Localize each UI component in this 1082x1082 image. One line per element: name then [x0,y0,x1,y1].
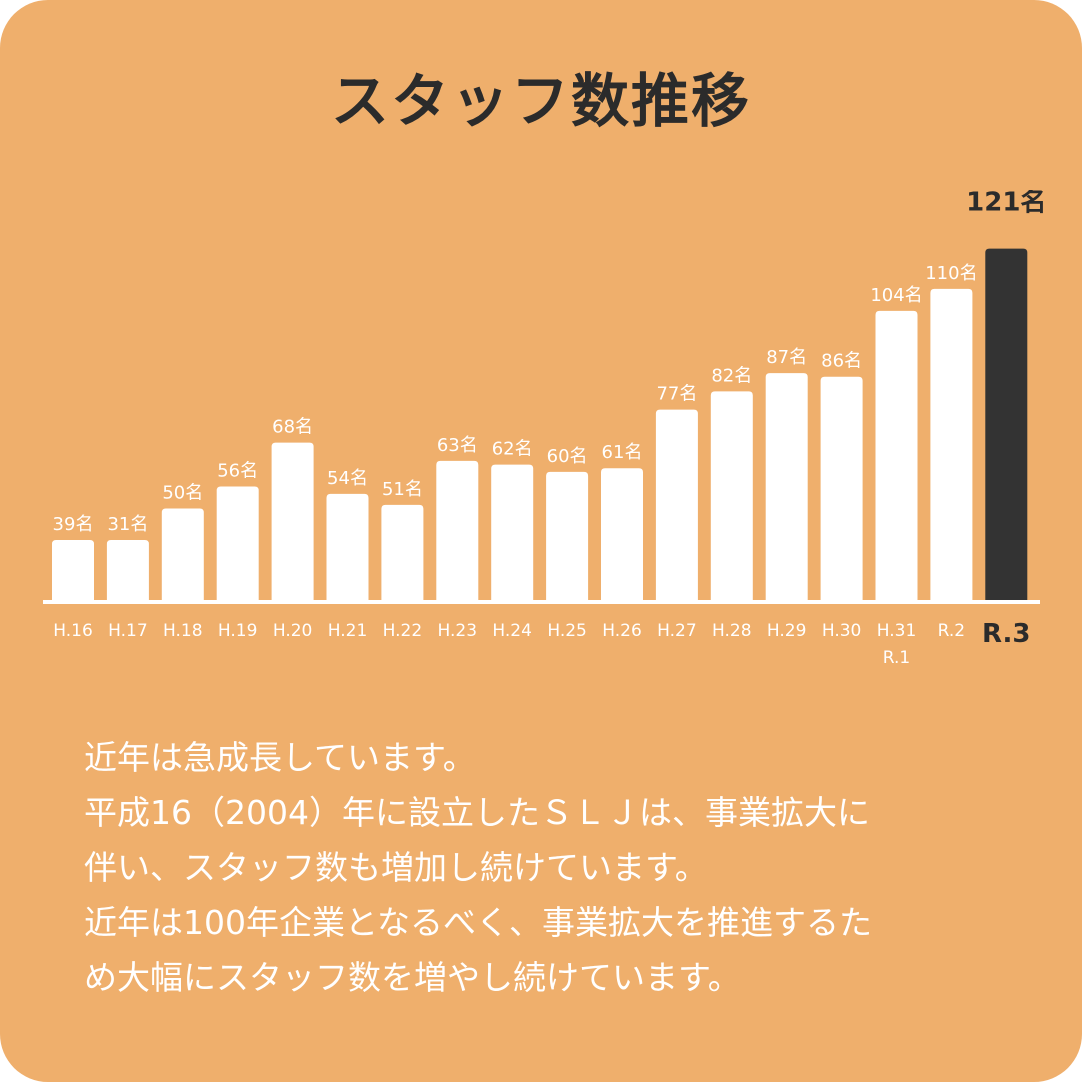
bar-R2 [930,288,973,600]
description-line: 平成16（2004）年に設立したＳＬＪは、事業拡大に [84,793,870,832]
value-label: 56名 [217,461,258,482]
value-label: 61名 [602,442,643,463]
bar-H28 [710,391,753,600]
bar-H17 [106,540,149,600]
value-label: 87名 [766,347,807,368]
category-label: H.18 [163,621,203,641]
category-label: H.31 [877,621,917,641]
description-line: 伴い、スタッフ数も増加し続けています。 [84,848,708,887]
bar-H20 [271,442,314,600]
category-label: H.30 [822,621,862,641]
category-label: R.3 [982,619,1030,649]
value-label: 31名 [107,514,148,535]
value-label: 62名 [492,439,533,460]
value-label: 68名 [272,417,313,438]
x-axis-baseline [43,600,1040,604]
category-label: H.27 [657,621,697,641]
bar-H26 [601,468,643,600]
value-label: 60名 [547,446,588,467]
description-line: め大幅にスタッフ数を増やし続けています。 [84,958,741,997]
bar-H29 [765,373,808,600]
description-text: 近年は急成長しています。 平成16（2004）年に設立したＳＬＪは、事業拡大に … [84,730,1044,1005]
value-label: 50名 [162,483,203,504]
bar-R3 [985,248,1028,600]
bar-H16 [52,540,94,600]
bar-H22 [381,504,424,600]
value-label: 77名 [656,384,697,405]
bar-H25 [546,471,589,600]
category-label: H.24 [492,621,532,641]
value-label: 86名 [821,351,862,372]
bar-H24 [491,464,534,600]
description-line: 近年は100年企業となるべく、事業拡大を推進するた [84,903,872,942]
category-label: H.20 [273,621,313,641]
bar-H23 [436,460,479,600]
value-label: 54名 [327,468,368,489]
description-line: 近年は急成長しています。 [84,738,476,777]
category-label: H.25 [547,621,587,641]
category-label: H.16 [53,621,93,641]
bar-H31 [875,310,918,600]
staff-count-bar-chart: 39名 H.16 31名 H.17 50名 H.18 56名 H.19 68名 H.20 54名 H.… [43,190,1046,668]
value-label: 51名 [382,479,423,500]
bar-H18 [161,508,204,600]
bar-H19 [216,486,259,600]
bar-H27 [655,409,698,600]
bar-H30 [820,376,863,600]
category-label: H.22 [383,621,423,641]
category-label: H.21 [328,621,368,641]
chart-title: スタッフ数推移 [330,67,751,135]
category-label: H.26 [602,621,642,641]
value-label: 39名 [53,514,94,535]
value-label: 82名 [711,365,752,386]
category-label: H.29 [767,621,807,641]
value-label: 63名 [437,435,478,456]
category-label: H.28 [712,621,752,641]
value-label: 121名 [966,190,1046,218]
value-label: 104名 [870,285,922,306]
category-label: H.19 [218,621,258,641]
category-label: H.17 [108,621,148,641]
category-label: R.1 [883,648,910,668]
value-label: 110名 [925,263,977,284]
category-label: H.23 [438,621,478,641]
bar-H21 [326,493,369,600]
category-label: R.2 [938,621,965,641]
